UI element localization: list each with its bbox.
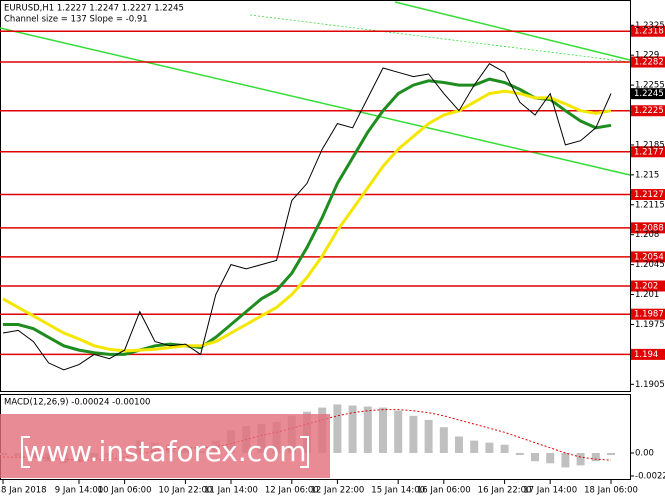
level-box (631, 105, 665, 117)
x-tick-label: 15 Jan 14:00 (371, 486, 425, 496)
macd-bar (409, 415, 418, 453)
y-tick-label: 1.2045 (635, 260, 665, 270)
level-label: 1.202 (634, 281, 658, 291)
y-tick-label: 1.201 (635, 290, 659, 300)
level-box (631, 348, 665, 360)
watermark-bracket (21, 436, 309, 468)
series-line (2, 63, 612, 371)
macd-bar (546, 452, 555, 464)
level-label: 1.2177 (634, 147, 664, 157)
level-label: 1.2225 (634, 106, 664, 116)
y-tick-label: 1.208 (635, 230, 659, 240)
level-box (631, 146, 665, 158)
level-label: 1.2282 (634, 58, 664, 68)
macd-bar (348, 405, 357, 453)
level-box (631, 189, 665, 201)
x-tick-label: 12 Jan 06:00 (265, 486, 319, 496)
x-tick-label: 9 Jan 14:00 (55, 486, 103, 496)
x-tick-label: 16 Jan 06:00 (417, 486, 471, 496)
macd-bar (576, 452, 585, 466)
macd-bar (531, 452, 539, 462)
macd-bar (470, 440, 479, 453)
macd-bar (515, 452, 524, 456)
level-label: 1.2088 (634, 223, 664, 233)
x-tick-label: 12 Jan 22:00 (310, 486, 364, 496)
level-label: 1.2054 (634, 252, 664, 262)
macd-bar (607, 452, 615, 456)
macd-title: MACD(12,26,9) -0.00024 -0.00100 (4, 398, 150, 408)
level-label: 1.2127 (634, 190, 664, 200)
y-tick-label: 1.2115 (635, 200, 665, 210)
last-price-label: 1.2245 (634, 89, 664, 99)
watermark-text: www.instaforex.com (23, 435, 306, 468)
watermark-box (0, 414, 330, 478)
series-line (2, 89, 612, 353)
x-tick-label: 18 Jan 06:00 (584, 486, 638, 496)
macd-bar (561, 452, 570, 468)
level-label: 1.194 (634, 350, 658, 360)
level-label: 1.2318 (634, 27, 664, 37)
macd-bar (591, 452, 600, 462)
level-box (631, 56, 665, 68)
x-tick-label: 16 Jan 22:00 (478, 486, 532, 496)
macd-bar (439, 427, 448, 453)
macd-bar (485, 442, 494, 453)
plot: 1.23251.2291.22551.21851.2151.21151.2081… (1, 21, 665, 496)
channel-line (0, 27, 631, 176)
x-tick-label: 8 Jan 2018 (1, 486, 47, 496)
y-tick-label: -0.00223 (635, 471, 665, 481)
watermark: www.instaforex.com (0, 414, 330, 478)
level-label: 1.1987 (634, 310, 664, 320)
macd-bar (500, 444, 509, 453)
y-tick-label: 1.1905 (635, 380, 665, 390)
macd-bar (363, 406, 372, 453)
x-tick-label: 10 Jan 22:00 (158, 486, 212, 496)
level-box (631, 25, 665, 37)
macd-bar (394, 410, 403, 453)
price-panel (0, 0, 631, 392)
last-price-box (631, 88, 665, 100)
y-tick-label: 1.2255 (635, 81, 665, 91)
x-tick-label: 17 Jan 14:00 (523, 486, 577, 496)
level-box (631, 251, 665, 263)
macd-bar (455, 436, 463, 453)
y-tick-label: 1.215 (635, 170, 659, 180)
macd-bar (379, 407, 387, 453)
x-tick-label: 10 Jan 06:00 (98, 486, 152, 496)
level-box (631, 308, 665, 320)
y-tick-label: 0.00 (635, 448, 654, 458)
level-box (631, 280, 665, 292)
levels: 1.23181.22821.22251.21771.21271.20881.20… (0, 25, 665, 360)
y-tick-label: 1.1975 (635, 320, 665, 330)
macd-bar (333, 404, 342, 453)
series-line (3, 77, 612, 356)
chart-subtitle: Channel size = 137 Slope = -0.91 (4, 15, 148, 25)
y-tick-label: 1.229 (635, 51, 659, 61)
chart-title: EURUSD,H1 1.2227 1.2247 1.2227 1.2245 (4, 4, 184, 14)
macd-bar (424, 419, 433, 453)
y-tick-label: 1.2325 (635, 21, 665, 31)
y-tick-label: 1.2185 (635, 140, 665, 150)
level-box (631, 222, 665, 234)
x-tick-label: 11 Jan 14:00 (204, 486, 258, 496)
